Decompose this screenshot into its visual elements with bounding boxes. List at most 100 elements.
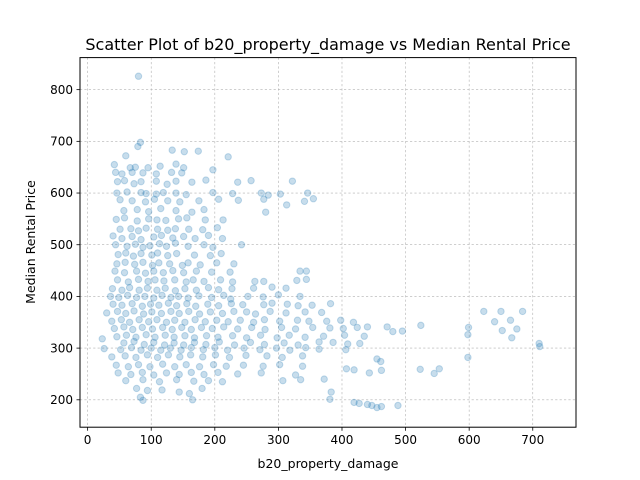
data-point <box>143 351 152 359</box>
data-point <box>146 363 154 371</box>
data-point <box>172 206 180 215</box>
data-point <box>153 216 161 224</box>
data-point <box>200 205 208 214</box>
data-point <box>182 278 190 286</box>
data-point <box>326 299 335 308</box>
data-point <box>136 138 145 147</box>
data-point <box>153 249 162 257</box>
data-point <box>214 285 223 294</box>
data-point <box>127 225 135 233</box>
data-point <box>185 307 193 316</box>
data-point <box>389 327 397 336</box>
data-point <box>157 346 165 354</box>
data-point <box>179 341 188 349</box>
data-point <box>131 240 140 248</box>
data-point <box>296 267 304 275</box>
data-point <box>155 378 164 386</box>
data-point <box>174 215 183 223</box>
data-point <box>167 307 175 316</box>
data-point <box>118 286 126 294</box>
data-point <box>130 260 139 269</box>
data-point <box>350 366 358 374</box>
data-point <box>139 169 147 177</box>
data-point <box>175 370 183 379</box>
data-point <box>192 286 201 294</box>
data-point <box>155 301 163 309</box>
data-point <box>199 353 207 361</box>
data-point <box>373 355 381 363</box>
x-axis-label: b20_property_damage <box>258 456 399 471</box>
data-point <box>197 323 206 332</box>
data-point <box>132 267 141 275</box>
data-point <box>142 330 150 339</box>
data-point <box>166 344 174 352</box>
data-point <box>113 333 121 341</box>
data-point <box>122 309 130 318</box>
data-point <box>187 343 195 352</box>
data-point <box>127 370 135 379</box>
data-point <box>171 287 180 295</box>
data-point <box>120 214 129 222</box>
data-point <box>133 205 141 214</box>
data-point <box>350 398 358 407</box>
data-point <box>220 291 228 300</box>
data-point <box>214 302 223 310</box>
data-point <box>430 369 438 378</box>
y-axis-ticks: 200 300 400 500 600 700 800 <box>50 83 80 407</box>
data-point <box>214 195 223 203</box>
data-point <box>513 325 521 333</box>
data-point <box>120 206 128 215</box>
data-point <box>249 284 258 292</box>
data-point <box>108 284 117 293</box>
data-point <box>217 249 225 258</box>
data-point <box>116 196 124 204</box>
data-point <box>261 208 270 216</box>
data-point <box>129 325 137 334</box>
data-point <box>164 351 173 359</box>
data-point <box>280 339 288 347</box>
data-point <box>108 353 116 361</box>
data-point <box>234 178 242 186</box>
data-point <box>220 323 228 331</box>
data-point <box>122 249 130 257</box>
data-point <box>137 177 145 186</box>
data-point <box>275 317 284 325</box>
data-point <box>294 341 302 349</box>
data-point <box>377 402 386 411</box>
data-point <box>109 300 117 308</box>
data-point <box>353 323 361 332</box>
data-point <box>256 345 264 354</box>
data-point <box>214 333 222 341</box>
data-point <box>172 375 181 384</box>
data-point <box>208 324 216 333</box>
data-point <box>144 215 153 223</box>
data-point <box>181 318 189 326</box>
data-point <box>170 333 178 341</box>
data-point <box>239 361 248 369</box>
data-point <box>202 340 210 349</box>
data-point <box>184 294 192 302</box>
data-point <box>150 233 158 241</box>
data-point <box>171 239 180 247</box>
data-point <box>190 377 198 385</box>
data-point <box>283 300 292 308</box>
data-point <box>120 176 129 185</box>
data-point <box>160 277 168 285</box>
data-point <box>301 333 309 341</box>
data-point <box>204 231 213 240</box>
data-point <box>122 152 130 160</box>
data-point <box>349 318 358 326</box>
data-point <box>144 164 152 172</box>
data-point <box>302 267 311 275</box>
data-point <box>113 177 122 186</box>
data-point <box>161 284 169 292</box>
data-point <box>234 196 243 204</box>
x-tick-label: 0 <box>84 433 92 447</box>
data-point <box>135 315 143 324</box>
data-point <box>228 278 237 286</box>
data-point <box>171 363 179 371</box>
data-point <box>110 324 119 333</box>
data-point <box>162 318 171 326</box>
data-point <box>138 323 147 332</box>
data-point <box>256 331 265 339</box>
